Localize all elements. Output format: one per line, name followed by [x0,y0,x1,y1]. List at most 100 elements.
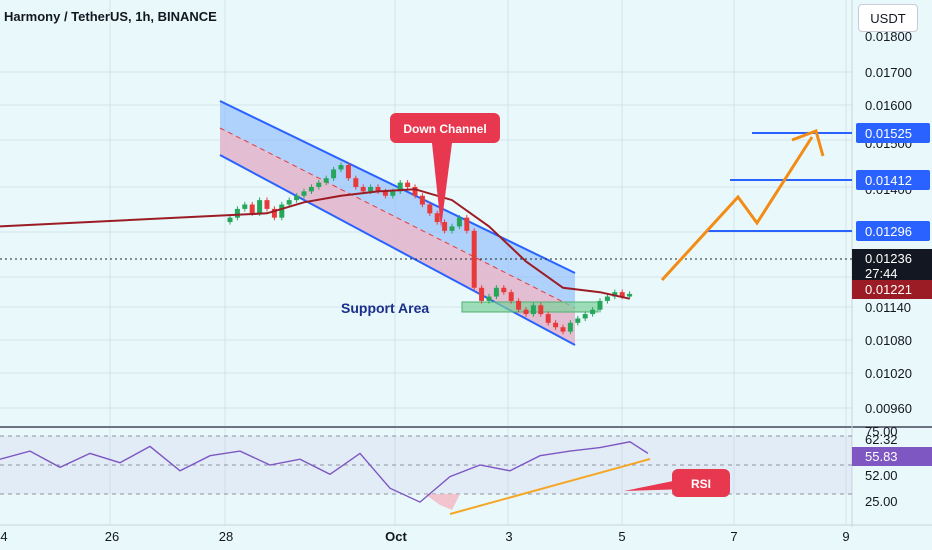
candle[interactable] [545,314,551,323]
candle[interactable] [567,322,573,332]
candle[interactable] [575,318,581,323]
candle[interactable] [249,204,255,214]
candle[interactable] [382,191,388,196]
rsi-tick-52: 52.00 [865,468,898,483]
candle[interactable] [530,305,536,315]
candle[interactable] [279,204,285,218]
candle[interactable] [412,186,418,196]
candle[interactable] [486,296,492,301]
candle[interactable] [471,230,477,288]
ytick-label: 0.01020 [865,366,912,381]
candle[interactable] [419,195,425,205]
level-tag-1 [856,123,930,143]
rsi-upper-value: 62.32 [865,432,898,447]
xtick-label: Oct [385,529,407,544]
level-tag-2-text: 0.01412 [865,173,912,188]
candle[interactable] [301,191,307,196]
candle[interactable] [538,305,544,315]
rsi-callout-label: RSI [691,477,711,491]
channel-bottom-line[interactable] [219,154,576,346]
candle[interactable] [345,165,351,179]
rsi-line[interactable] [0,441,649,503]
candle[interactable] [405,182,411,187]
rsi-pane[interactable]: RSI 75.00 62.32 55.83 52.00 25.00 [0,424,932,515]
candle[interactable] [560,327,566,332]
candle[interactable] [464,217,470,231]
candle[interactable] [582,314,588,319]
ytick-label: 0.01140 [865,300,911,315]
candle[interactable] [286,200,292,205]
projection-path[interactable] [660,136,814,282]
candle[interactable] [493,287,499,297]
currency-unit-button[interactable]: USDT [858,4,918,32]
down-channel-callout-pointer [432,143,452,228]
candle[interactable] [390,191,396,196]
candle[interactable] [479,287,485,301]
candle[interactable] [368,186,374,192]
candle[interactable] [264,200,270,209]
candle[interactable] [553,322,559,328]
xtick-label: 7 [730,529,737,544]
candle[interactable] [627,293,633,297]
candle[interactable] [516,300,522,310]
candle[interactable] [456,217,462,227]
channel-top-line[interactable] [219,100,576,274]
ytick-label: 0.01800 [865,29,912,44]
candle[interactable] [316,182,322,187]
down-channel[interactable] [219,100,576,346]
candle[interactable] [271,208,277,218]
candle[interactable] [612,292,618,297]
down-channel-callout[interactable]: Down Channel [390,113,500,228]
ytick-label: 0.00960 [865,401,912,416]
xtick-label: 9 [842,529,849,544]
candle[interactable] [501,287,507,293]
rsi-trendline[interactable] [449,458,651,515]
candle[interactable] [604,296,610,301]
candle[interactable] [338,165,344,170]
candle[interactable] [353,178,359,187]
candle[interactable] [308,186,314,192]
candle[interactable] [508,292,514,301]
ma-value-tag [852,280,932,299]
candle[interactable] [323,178,329,183]
candle[interactable] [257,200,263,214]
down-channel-label: Down Channel [403,122,486,136]
moving-average-line[interactable] [0,188,630,300]
time-axis[interactable]: 4 26 28 Oct 3 5 7 9 [0,529,849,544]
channel-lower-fill [220,128,575,345]
support-area-label: Support Area [341,300,429,316]
candle[interactable] [449,226,455,231]
price-axis[interactable]: 0.01800 0.01700 0.01600 0.01500 0.01400 … [852,29,932,416]
candle[interactable] [442,222,448,231]
xtick-label: 5 [618,529,625,544]
rsi-oversold-fill [425,494,460,510]
candle[interactable] [523,309,529,315]
candle[interactable] [375,186,381,192]
level-tag-3-text: 0.01296 [865,224,912,239]
projection-arrowhead [791,129,825,157]
candle[interactable] [294,195,300,201]
candle[interactable] [360,186,366,192]
candle[interactable] [597,300,603,310]
candle[interactable] [397,182,403,192]
rsi-current-tag [852,447,932,466]
candle[interactable] [590,309,596,315]
xtick-label: 4 [0,529,7,544]
ytick-label: 0.01080 [865,333,912,348]
rsi-tick-25: 25.00 [865,494,898,509]
level-tag-2 [856,170,930,190]
candle[interactable] [331,169,337,179]
support-area-box[interactable] [461,301,599,313]
candle[interactable] [434,213,440,223]
current-price-tag [852,249,932,283]
countdown-text: 27:44 [865,266,898,281]
candle[interactable] [242,204,248,209]
candle[interactable] [619,292,625,297]
candle[interactable] [234,208,240,218]
candle[interactable] [227,217,233,223]
candle[interactable] [427,204,433,214]
down-channel-callout-box [390,113,500,143]
channel-midline[interactable] [219,127,576,309]
ytick-label: 0.01700 [865,65,912,80]
